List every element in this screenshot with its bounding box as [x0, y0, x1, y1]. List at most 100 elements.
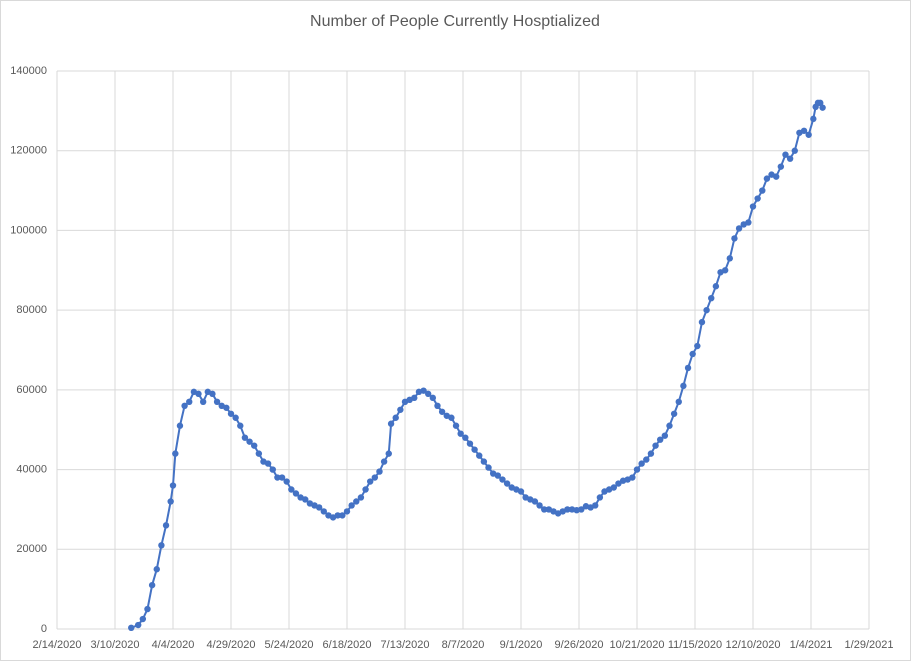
data-point — [503, 480, 511, 487]
data-point — [536, 502, 543, 509]
data-point — [320, 508, 327, 515]
y-tick-label: 100000 — [10, 224, 47, 236]
data-point — [735, 225, 743, 232]
data-point — [452, 422, 460, 429]
data-point — [339, 512, 346, 519]
data-point — [357, 494, 365, 501]
x-tick-label: 5/24/2020 — [265, 639, 314, 651]
data-point — [638, 460, 645, 467]
data-point — [698, 318, 706, 326]
data-point — [657, 436, 664, 443]
x-tick-label: 12/10/2020 — [725, 639, 780, 651]
data-point — [255, 450, 263, 457]
data-point — [610, 484, 617, 491]
data-point — [392, 414, 399, 421]
x-tick-label: 2/14/2020 — [33, 639, 82, 651]
y-tick-label: 80000 — [16, 304, 47, 316]
data-point — [376, 468, 383, 475]
data-point — [425, 390, 432, 398]
data-point — [531, 498, 539, 505]
data-point — [264, 460, 272, 467]
x-tick-label: 9/1/2020 — [500, 639, 543, 651]
data-point — [749, 203, 757, 210]
x-tick-label: 6/18/2020 — [323, 639, 372, 651]
data-point — [629, 474, 636, 481]
data-point — [429, 394, 437, 402]
data-point — [397, 406, 404, 413]
data-point — [773, 173, 780, 180]
data-point — [181, 402, 188, 409]
data-point — [494, 472, 501, 479]
data-point — [703, 306, 710, 314]
data-point — [135, 621, 142, 629]
data-point — [817, 99, 824, 107]
data-point — [199, 398, 207, 406]
data-point — [128, 624, 135, 632]
x-tick-label: 4/4/2020 — [152, 639, 195, 651]
data-point — [592, 502, 599, 509]
y-tick-label: 40000 — [16, 463, 47, 475]
data-point — [754, 195, 761, 202]
data-point — [367, 478, 374, 485]
data-point — [420, 387, 427, 394]
data-point — [457, 430, 464, 437]
data-point — [269, 466, 276, 473]
data-point — [283, 478, 290, 485]
data-point — [670, 410, 678, 417]
data-point — [708, 294, 715, 302]
data-point — [153, 566, 160, 573]
data-point — [819, 104, 826, 111]
data-point — [684, 364, 692, 372]
data-point — [712, 283, 720, 290]
data-point — [292, 490, 300, 497]
data-point — [334, 512, 341, 519]
chart-title: Number of People Currently Hosptialized — [310, 13, 600, 30]
data-point — [499, 476, 506, 483]
data-point — [348, 502, 355, 509]
data-point — [633, 466, 641, 473]
data-point — [380, 458, 388, 465]
data-point — [652, 442, 659, 449]
data-point — [615, 480, 622, 487]
data-point — [517, 488, 525, 495]
data-point — [411, 394, 418, 402]
data-point — [643, 456, 650, 463]
x-tick-label: 10/21/2020 — [609, 639, 664, 651]
x-tick-label: 7/13/2020 — [381, 639, 430, 651]
data-point — [675, 398, 682, 406]
data-point — [343, 508, 351, 515]
data-point — [578, 506, 585, 513]
y-tick-label: 0 — [41, 623, 47, 635]
data-point — [195, 390, 202, 398]
data-point — [434, 402, 441, 409]
data-point — [172, 450, 179, 457]
data-point — [805, 131, 812, 138]
data-point — [689, 350, 696, 358]
x-tick-label: 4/29/2020 — [207, 639, 256, 651]
data-point — [466, 440, 474, 447]
data-point — [476, 452, 483, 459]
x-tick-label: 3/10/2020 — [91, 639, 140, 651]
data-point — [385, 450, 392, 457]
data-point — [169, 482, 177, 489]
data-point — [144, 605, 151, 613]
data-point — [274, 474, 281, 481]
data-point — [694, 342, 701, 350]
data-point — [666, 422, 673, 429]
data-point — [763, 175, 771, 182]
x-tick-label: 1/29/2021 — [845, 639, 894, 651]
y-tick-label: 60000 — [16, 384, 47, 396]
data-point — [726, 255, 733, 262]
data-point — [438, 408, 446, 415]
data-point — [148, 581, 156, 589]
data-point — [647, 450, 655, 457]
data-point — [471, 446, 478, 453]
data-point — [462, 434, 469, 441]
data-point — [162, 522, 170, 529]
y-tick-label: 140000 — [10, 65, 47, 77]
data-point — [246, 438, 253, 445]
data-point — [353, 498, 360, 505]
data-point — [448, 414, 455, 421]
data-point — [227, 410, 235, 417]
